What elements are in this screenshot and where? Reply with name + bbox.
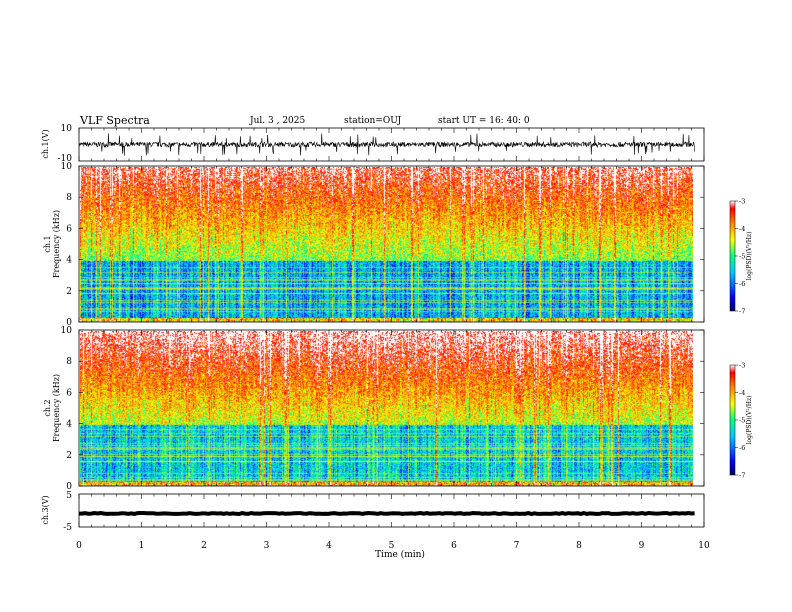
ch1-waveform-ylabel: ch.1(V)	[41, 129, 50, 158]
time-tick-label: 8	[576, 541, 582, 551]
ch1-spectrogram-xticks	[78, 166, 705, 322]
ch3-waveform-line	[78, 510, 695, 517]
ch3-waveform-panel: 5 -5 ch.3(V)	[41, 491, 705, 533]
ch2-channel-label: ch.2	[43, 399, 52, 416]
ch1-colorbar-tick-label: -7	[739, 308, 745, 316]
ch1-freq-tick-label: 8	[66, 193, 72, 203]
time-tick-label: 4	[326, 541, 332, 551]
ch2-colorbar-label: log(PSD)(V²/Hz)	[746, 396, 753, 445]
time-tick-label: 0	[76, 541, 82, 551]
ch1-colorbar-gradient	[729, 200, 736, 312]
time-axis-labels: 0 1 2 3 4 5 6 7 8 9 10	[76, 541, 710, 551]
ch1-frequency-label: Frequency (kHz)	[52, 210, 61, 278]
ch3-ytick-bottom: -5	[63, 523, 72, 533]
ch2-freq-tick-label: 0	[66, 482, 72, 492]
ch2-spectrogram-xticks	[78, 330, 705, 486]
time-tick-label: 1	[139, 541, 145, 551]
ch1-freq-tick-label: 0	[66, 318, 72, 328]
ch1-spectrogram-image	[80, 167, 693, 322]
ch1-colorbar-label: log(PSD)(V²/Hz)	[746, 232, 753, 281]
time-tick-label: 6	[451, 541, 457, 551]
time-tick-label: 5	[389, 541, 395, 551]
ch2-freq-tick-label: 2	[66, 451, 72, 461]
ch2-colorbar: -3 -4 -5 -6 -7 log(PSD)(V²/Hz)	[729, 362, 753, 480]
ch2-colorbar-tick-label: -3	[739, 362, 745, 370]
ch3-waveform-ylabel: ch.3(V)	[41, 495, 50, 524]
ch2-freq-tick-label: 4	[66, 420, 72, 430]
ch2-colorbar-tick-label: -4	[739, 389, 745, 397]
ch1-freq-tick-label: 2	[66, 287, 72, 297]
ch2-freq-tick-label: 8	[66, 357, 72, 367]
ch2-colorbar-ticks: -3 -4 -5 -6 -7	[735, 362, 745, 480]
ch1-freq-tick-label: 10	[61, 162, 73, 172]
ch1-colorbar-tick-label: -3	[739, 198, 745, 206]
ch1-colorbar-tick-label: -6	[739, 280, 745, 288]
ch1-waveform-line	[78, 133, 695, 156]
ch1-spectrogram-panel: 0 2 4 6 8 10 ch.1 Frequency (kHz)	[43, 162, 705, 328]
time-tick-label: 7	[514, 541, 520, 551]
ch1-freq-ticks: 0 2 4 6 8 10	[61, 162, 704, 328]
ch2-colorbar-tick-label: -7	[739, 472, 745, 480]
ch2-spectrogram-image	[80, 331, 693, 486]
ch1-channel-label: ch.1	[43, 235, 52, 252]
time-tick-label: 10	[698, 541, 710, 551]
ch2-spectrogram-panel: 0 2 4 6 8 10 ch.2 Frequency (kHz)	[43, 326, 705, 492]
ch1-ytick-bottom: -10	[58, 154, 73, 164]
ch1-freq-tick-label: 4	[66, 256, 72, 266]
time-tick-label: 2	[201, 541, 207, 551]
ch2-colorbar-gradient	[729, 364, 736, 476]
time-tick-label: 3	[264, 541, 270, 551]
ch2-freq-tick-label: 10	[61, 326, 73, 336]
start-time-label: start UT = 16: 40: 0	[438, 116, 530, 126]
ch1-colorbar-tick-label: -5	[739, 253, 745, 261]
figure-title: VLF Spectra	[79, 114, 150, 127]
ch1-colorbar-tick-label: -4	[739, 225, 745, 233]
date-label: Jul. 3 , 2025	[249, 116, 305, 126]
time-axis-title: Time (min)	[375, 549, 425, 560]
ch1-freq-tick-label: 6	[66, 224, 72, 234]
ch1-colorbar-ticks: -3 -4 -5 -6 -7	[735, 198, 745, 316]
ch1-colorbar: -3 -4 -5 -6 -7 log(PSD)(V²/Hz)	[729, 198, 753, 316]
ch2-colorbar-tick-label: -6	[739, 444, 745, 452]
ch2-freq-tick-label: 6	[66, 388, 72, 398]
ch1-waveform-panel: 10 -10 ch.1(V)	[41, 124, 705, 164]
ch1-ytick-top: 10	[61, 124, 73, 134]
station-label: station=OUJ	[344, 116, 402, 126]
ch1-waveform-ticks	[78, 128, 705, 161]
ch2-colorbar-tick-label: -5	[739, 417, 745, 425]
ch3-waveform-ticks	[78, 494, 705, 527]
ch2-frequency-label: Frequency (kHz)	[52, 374, 61, 442]
ch2-freq-ticks: 0 2 4 6 8 10	[61, 326, 704, 492]
ch3-ytick-top: 5	[66, 491, 72, 501]
time-tick-label: 9	[639, 541, 645, 551]
